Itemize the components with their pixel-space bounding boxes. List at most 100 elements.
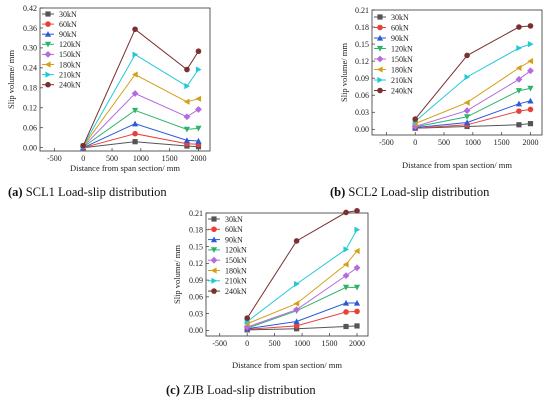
data-point-210kN [195, 66, 202, 73]
series-line-120kN [415, 87, 531, 128]
x-tick-label: 1500 [494, 138, 510, 147]
legend-entry: 60kN [225, 225, 243, 234]
x-tick-label: 2000 [190, 154, 206, 163]
legend-entry: 150kN [391, 55, 413, 64]
data-point-240kN [354, 207, 360, 214]
data-point-150kN [527, 67, 534, 75]
legend-marker [44, 31, 52, 37]
y-tick-label: 0.18 [23, 84, 37, 93]
data-point-60kN [293, 323, 300, 329]
y-tick-label: 0.15 [189, 242, 203, 251]
series-line-120kN [82, 109, 199, 148]
data-point-90kN [515, 100, 523, 107]
legend-entry: 150kN [225, 256, 247, 265]
legend-entry: 60kN [391, 23, 409, 32]
chart-panel-3: 0.00 0.03 0.06 0.09 0.12 0.15 0.18 0.21 -500 0 500… [166, 207, 369, 397]
figure-caption: (c) ZJB Load-slip distribution [166, 383, 316, 397]
data-point-180kN [342, 261, 349, 268]
series-line-120kN [247, 286, 357, 329]
y-tick-label: 0.24 [23, 64, 37, 73]
data-point-30kN [354, 323, 360, 329]
data-point-120kN [195, 125, 202, 132]
series-line-150kN [247, 267, 358, 328]
legend-entry: 120kN [391, 44, 413, 53]
legend-marker [377, 76, 384, 84]
plot-frame [205, 212, 369, 337]
legend-entry: 240kN [225, 287, 247, 296]
y-tick-label: 0.12 [189, 259, 203, 268]
series-line-60kN [415, 108, 531, 129]
legend-entry: 180kN [225, 266, 247, 275]
data-point-240kN [516, 24, 522, 30]
legend-marker [211, 277, 218, 284]
legend-entry: 120kN [59, 40, 81, 49]
legend-marker [44, 51, 52, 58]
data-point-90kN [342, 299, 350, 306]
data-point-30kN [516, 122, 522, 128]
x-tick-label: 1000 [133, 154, 149, 163]
series-line-180kN [82, 73, 199, 147]
legend-marker [377, 87, 383, 94]
legend-marker [377, 24, 383, 31]
data-point-240kN [464, 52, 470, 59]
data-point-150kN [293, 306, 301, 314]
series-line-210kN [414, 43, 531, 122]
data-point-210kN [132, 51, 139, 58]
data-point-240kN [412, 116, 419, 122]
data-point-150kN [353, 264, 361, 272]
y-tick-label: 0.42 [23, 4, 37, 13]
data-point-60kN [343, 309, 349, 315]
y-tick-label: 0.15 [355, 40, 369, 49]
legend-entry: 30kN [391, 13, 409, 22]
data-point-240kN [244, 315, 250, 321]
legend-marker [45, 21, 51, 27]
legend-marker [376, 66, 383, 73]
caption-letter: (b) [330, 185, 345, 199]
x-tick-label: 1000 [465, 138, 481, 147]
data-point-120kN [463, 114, 471, 120]
y-tick-label: 0.12 [23, 104, 37, 113]
data-point-60kN [516, 108, 522, 114]
series-line-90kN [415, 100, 531, 129]
y-tick-label: 0.18 [189, 226, 203, 235]
caption-letter: (a) [8, 185, 23, 199]
y-tick-label: 0.00 [23, 143, 37, 152]
data-point-180kN [515, 64, 522, 72]
data-point-180kN [183, 98, 190, 105]
x-tick-label: -500 [212, 339, 227, 348]
legend-marker [210, 256, 218, 264]
data-point-240kN [132, 26, 138, 33]
data-point-180kN [195, 95, 202, 102]
x-tick-label: 0 [413, 138, 417, 147]
data-point-90kN [195, 137, 202, 144]
data-point-120kN [527, 85, 534, 92]
data-point-150kN [131, 90, 139, 97]
legend-marker [44, 41, 52, 48]
data-point-90kN [353, 299, 361, 306]
data-point-240kN [184, 66, 190, 73]
series-line-210kN [82, 53, 199, 147]
data-point-120kN [183, 126, 191, 133]
x-tick-label: 500 [269, 339, 281, 348]
legend-entry: 30kN [225, 215, 243, 224]
legend-marker [44, 61, 51, 68]
y-tick-label: 0.18 [355, 23, 369, 32]
legend-marker [376, 34, 384, 41]
data-point-210kN [343, 246, 350, 253]
data-point-90kN [293, 318, 300, 325]
x-tick-label: 0 [81, 154, 85, 163]
legend-marker [210, 236, 218, 243]
y-axis-label: Slip volume/ mm [339, 43, 349, 102]
caption-letter: (c) [166, 383, 180, 397]
legend-entry: 30kN [59, 10, 77, 19]
x-tick-label: 2000 [349, 339, 365, 348]
chart-panel-1: 0.00 0.06 0.12 0.18 0.24 0.30 0.36 0.42 -500 0 500… [6, 4, 211, 199]
data-point-60kN [132, 130, 138, 137]
legend-marker [45, 11, 51, 17]
x-axis-label: Distance from span section/ mm [70, 163, 180, 173]
y-axis-label: Slip volume/ mm [172, 245, 182, 304]
series-line-90kN [82, 123, 199, 149]
series-line-180kN [247, 250, 358, 325]
legend-marker [45, 81, 51, 88]
